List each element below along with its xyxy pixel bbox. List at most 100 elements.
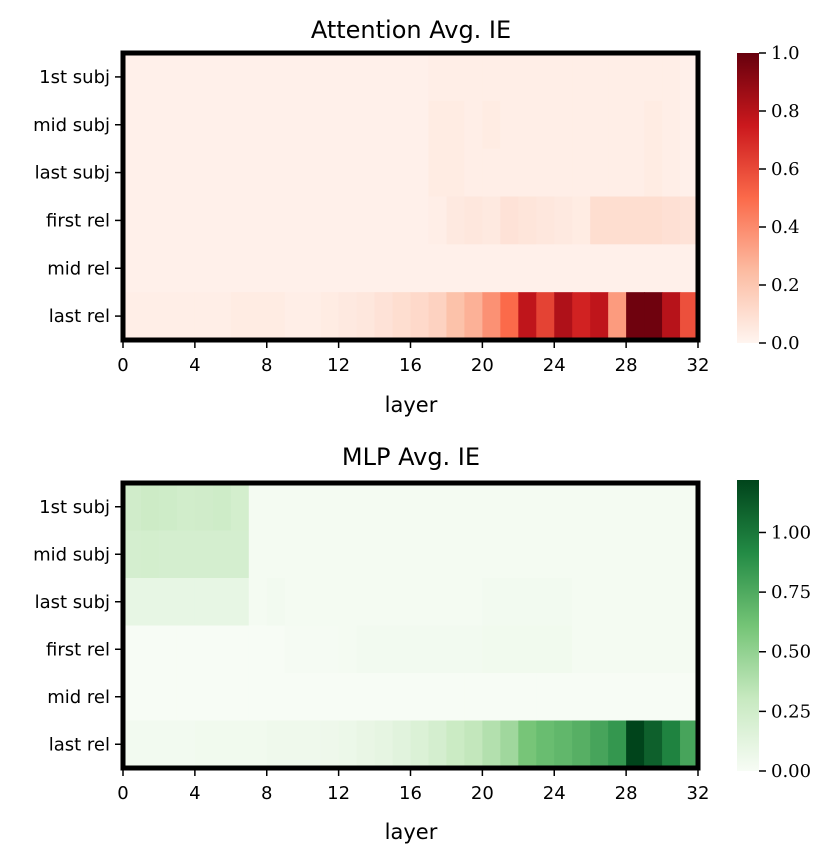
attention-cell-r0-c3	[176, 53, 196, 102]
attention-cell-r4-c9	[284, 244, 304, 293]
mlp-cell-r0-c14	[374, 483, 394, 532]
attention-cell-r3-c14	[374, 196, 394, 245]
attention-row-label: 1st subj	[39, 67, 110, 88]
mlp-cell-r0-c8	[266, 483, 286, 532]
mlp-x-tick-label: 32	[687, 783, 710, 804]
attention-cell-r0-c0	[123, 53, 142, 102]
mlp-cell-r1-c17	[428, 530, 448, 579]
attention-x-ticks: 0 4 8 12 16 20 24 28 32	[117, 340, 709, 376]
mlp-cell-r4-c10	[302, 673, 322, 722]
attention-cell-r2-c15	[392, 148, 412, 198]
attention-cell-r3-c0	[123, 196, 142, 245]
attention-cell-r3-c22	[518, 196, 537, 245]
attention-cell-r2-c6	[230, 148, 250, 198]
mlp-cell-r0-c28	[626, 483, 645, 532]
mlp-cell-r4-c8	[266, 673, 286, 722]
mlp-cell-r3-c2	[158, 625, 178, 674]
mlp-cell-r2-c31	[680, 578, 699, 627]
mlp-cell-r5-c10	[302, 720, 322, 769]
mlp-cell-r4-c13	[356, 673, 376, 722]
attention-cell-r0-c13	[356, 53, 376, 102]
mlp-cell-r0-c10	[302, 483, 322, 532]
attention-cell-r1-c29	[644, 100, 663, 150]
mlp-cell-r2-c28	[626, 578, 645, 627]
attention-cell-r5-c25	[572, 292, 591, 341]
mlp-cell-r5-c18	[446, 720, 466, 769]
mlp-cell-r4-c28	[626, 673, 645, 722]
mlp-cell-r3-c22	[518, 625, 537, 674]
attention-cell-r5-c20	[482, 292, 501, 341]
mlp-cell-r4-c12	[338, 673, 358, 722]
attention-cell-r4-c16	[410, 244, 430, 293]
mlp-cell-r4-c25	[572, 673, 591, 722]
attention-cell-r3-c23	[536, 196, 555, 245]
mlp-cell-r2-c9	[284, 578, 304, 627]
attention-colorbar-tick-label: 1.0	[771, 43, 800, 64]
attention-cell-r2-c28	[626, 148, 645, 198]
attention-title: Attention Avg. IE	[311, 16, 511, 44]
attention-cell-r2-c26	[590, 148, 609, 198]
mlp-cell-r0-c21	[500, 483, 519, 532]
attention-cell-r2-c2	[158, 148, 178, 198]
mlp-cell-r4-c20	[482, 673, 501, 722]
attention-cell-r3-c28	[626, 196, 645, 245]
mlp-cell-r1-c25	[572, 530, 591, 579]
mlp-cell-r4-c17	[428, 673, 448, 722]
attention-cell-r1-c4	[194, 100, 214, 150]
attention-cell-r2-c12	[338, 148, 358, 198]
attention-cell-r0-c15	[392, 53, 412, 102]
attention-cell-r0-c28	[626, 53, 645, 102]
mlp-cell-r3-c21	[500, 625, 519, 674]
attention-heatmap-cells	[123, 53, 699, 341]
attention-cell-r4-c2	[158, 244, 178, 293]
attention-cell-r5-c2	[158, 292, 178, 341]
mlp-cell-r0-c3	[176, 483, 196, 532]
attention-cell-r3-c3	[176, 196, 196, 245]
mlp-cell-r0-c6	[230, 483, 250, 532]
mlp-colorbar-tick-label: 0.25	[771, 701, 811, 722]
mlp-cell-r1-c24	[554, 530, 573, 579]
mlp-cell-r5-c19	[464, 720, 483, 769]
attention-cell-r5-c29	[644, 292, 663, 341]
attention-x-tick-label: 24	[543, 355, 566, 376]
attention-cell-r4-c18	[446, 244, 466, 293]
attention-row-label: mid subj	[33, 115, 110, 136]
mlp-cell-r2-c3	[176, 578, 196, 627]
attention-cell-r4-c21	[500, 244, 519, 293]
attention-cell-r5-c30	[662, 292, 681, 341]
mlp-cell-r2-c12	[338, 578, 358, 627]
mlp-cell-r0-c18	[446, 483, 466, 532]
mlp-cell-r5-c29	[644, 720, 663, 769]
mlp-cell-r5-c21	[500, 720, 519, 769]
mlp-cell-r0-c23	[536, 483, 555, 532]
mlp-x-label: layer	[385, 820, 438, 844]
mlp-cell-r2-c7	[248, 578, 268, 627]
mlp-cell-r0-c9	[284, 483, 304, 532]
mlp-cell-r1-c22	[518, 530, 537, 579]
attention-cell-r1-c15	[392, 100, 412, 150]
mlp-cell-r3-c19	[464, 625, 483, 674]
mlp-cell-r1-c3	[176, 530, 196, 579]
mlp-cell-r1-c14	[374, 530, 394, 579]
mlp-cell-r0-c26	[590, 483, 609, 532]
mlp-cell-r0-c12	[338, 483, 358, 532]
mlp-cell-r3-c8	[266, 625, 286, 674]
attention-cell-r0-c11	[320, 53, 340, 102]
attention-cell-r4-c3	[176, 244, 196, 293]
mlp-cell-r2-c17	[428, 578, 448, 627]
mlp-cell-r1-c8	[266, 530, 286, 579]
attention-x-tick-label: 20	[471, 355, 494, 376]
mlp-colorbar	[737, 480, 759, 771]
mlp-cell-r5-c16	[410, 720, 430, 769]
attention-cell-r2-c13	[356, 148, 376, 198]
mlp-colorbar-tick-label: 0.75	[771, 582, 811, 603]
attention-cell-r3-c19	[464, 196, 483, 245]
attention-x-tick-label: 28	[615, 355, 638, 376]
attention-cell-r0-c24	[554, 53, 573, 102]
attention-cell-r4-c24	[554, 244, 573, 293]
attention-cell-r0-c7	[248, 53, 268, 102]
mlp-cell-r4-c18	[446, 673, 466, 722]
attention-cell-r5-c26	[590, 292, 609, 341]
mlp-cell-r1-c4	[194, 530, 214, 579]
